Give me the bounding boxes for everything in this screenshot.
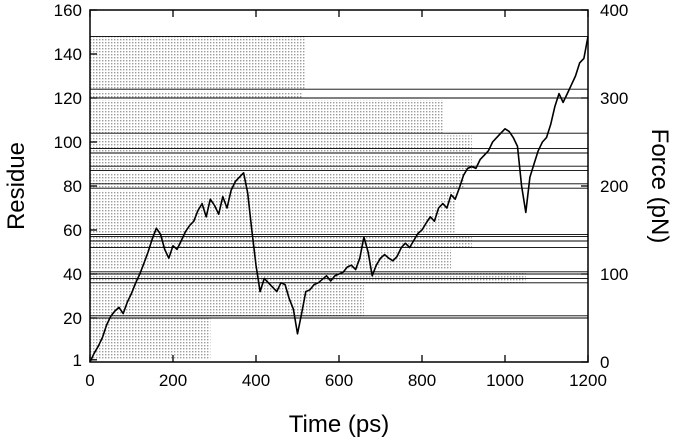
- y2-tick-label: 100: [600, 265, 628, 284]
- residue-bands: [90, 36, 526, 360]
- residue-band-10: [90, 91, 302, 98]
- residue-band-1: [90, 285, 364, 316]
- residue-band-9: [90, 100, 443, 134]
- residue-band-11: [90, 36, 306, 90]
- x-tick-label: 600: [325, 371, 353, 390]
- y-tick-label: 60: [63, 221, 82, 240]
- y2-tick-label: 300: [600, 89, 628, 108]
- x-tick-label: 400: [242, 371, 270, 390]
- residue-band-3: [90, 249, 452, 270]
- y-tick-label: 140: [54, 45, 82, 64]
- y-tick-label: 20: [63, 309, 82, 328]
- residue-reference-lines: [90, 35, 588, 319]
- residue-band-0: [90, 318, 211, 360]
- y-tick-label: 1: [73, 351, 82, 370]
- residue-band-4: [90, 236, 472, 248]
- residue-band-6: [90, 172, 464, 189]
- y-tick-label: 100: [54, 133, 82, 152]
- y2-tick-label: 0: [600, 353, 609, 372]
- residue-band-2: [90, 271, 526, 283]
- y2-tick-label: 200: [600, 177, 628, 196]
- y-tick-label: 120: [54, 89, 82, 108]
- residue-band-7: [90, 155, 472, 171]
- y-tick-label: 80: [63, 177, 82, 196]
- y2-axis-title: Force (pN): [646, 129, 673, 244]
- y-tick-label: 160: [54, 1, 82, 20]
- x-tick-label: 1200: [569, 371, 607, 390]
- x-tick-label: 800: [408, 371, 436, 390]
- x-tick-label: 200: [159, 371, 187, 390]
- y-tick-label: 40: [63, 265, 82, 284]
- force-series-line: [89, 36, 589, 363]
- axis-ticks: 0 200 400 600 800 1000 12001204060801001201401…: [54, 1, 629, 390]
- residue-band-5: [90, 190, 456, 235]
- y2-tick-label: 400: [600, 1, 628, 20]
- x-tick-label: 0: [85, 371, 94, 390]
- x-axis-title: Time (ps): [289, 411, 389, 438]
- y-axis-title: Residue: [3, 142, 30, 230]
- x-tick-label: 1000: [486, 371, 524, 390]
- residue-band-8: [90, 135, 472, 153]
